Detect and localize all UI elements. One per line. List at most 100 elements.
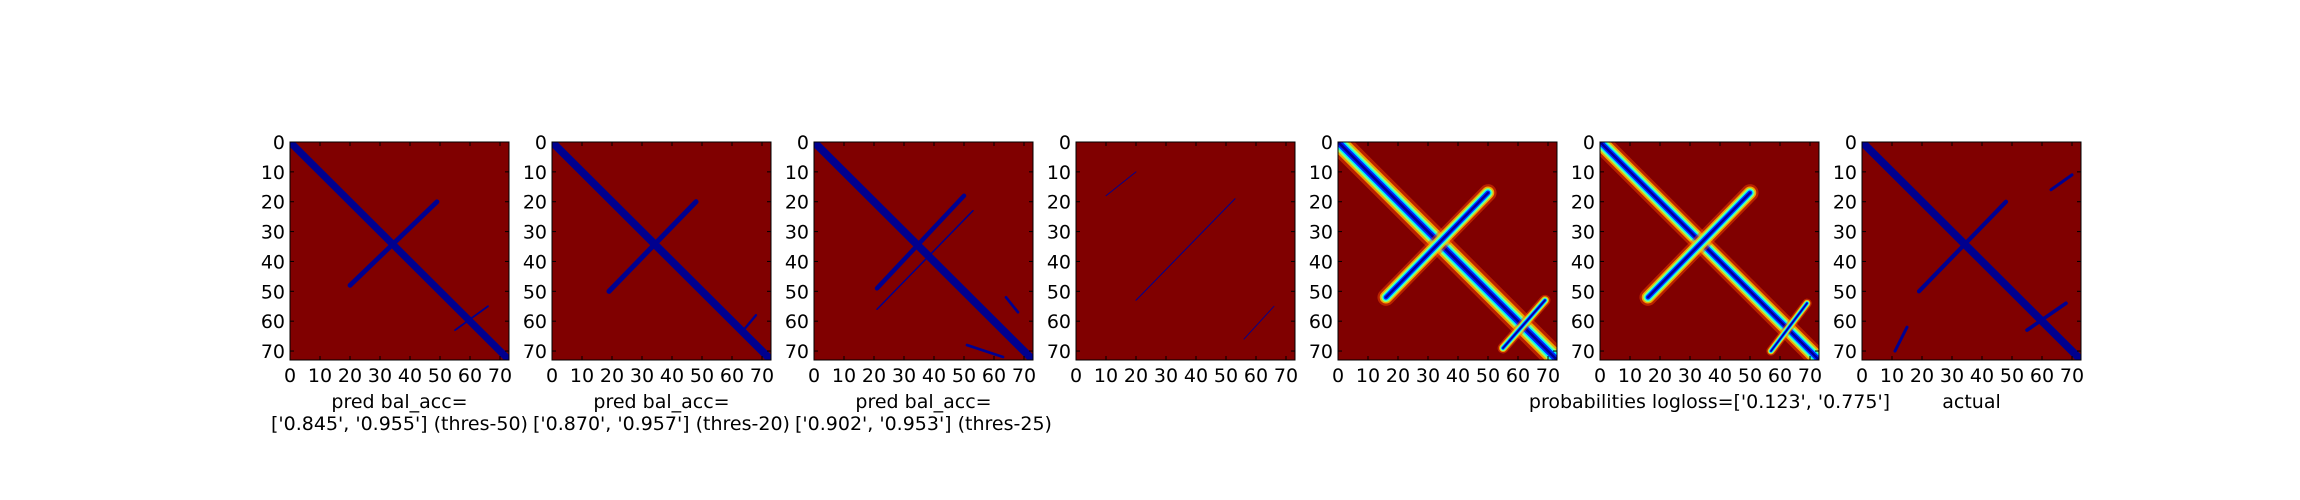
x-axis-label: actual [1942, 391, 2001, 413]
y-tick-label: 10 [1571, 162, 1595, 184]
x-tick-label: 40 [1708, 365, 1732, 387]
y-tick-label: 30 [1571, 222, 1595, 244]
y-tick-label: 70 [1309, 341, 1333, 363]
y-tick-label: 20 [1309, 192, 1333, 214]
x-tick-label: 0 [1856, 365, 1868, 387]
y-tick-label: 30 [785, 222, 809, 244]
x-tick-label: 60 [720, 365, 744, 387]
x-tick-label: 50 [428, 365, 452, 387]
contact-band-4 [1893, 325, 1909, 353]
x-tick-label: 40 [1970, 365, 1994, 387]
y-tick-label: 50 [1309, 281, 1333, 303]
y-tick-label: 30 [1309, 222, 1333, 244]
contact-band-2 [347, 199, 440, 288]
x-tick-label: 20 [1648, 365, 1672, 387]
x-axis-label: ['0.845', '0.955'] (thres-50) [271, 413, 528, 435]
x-tick-label: 10 [570, 365, 594, 387]
contact-band-3 [2049, 173, 2074, 192]
x-tick-label: 10 [1356, 365, 1380, 387]
y-tick-label: 70 [1833, 341, 1857, 363]
x-tick-label: 10 [1618, 365, 1642, 387]
heatmap-band-2-layer-6 [1647, 191, 1751, 299]
x-tick-label: 70 [1274, 365, 1298, 387]
y-tick-label: 20 [1571, 192, 1595, 214]
heatmap-band-3-layer-6 [1502, 299, 1546, 349]
y-tick-label: 60 [523, 311, 547, 333]
y-tick-label: 70 [785, 341, 809, 363]
x-tick-label: 60 [982, 365, 1006, 387]
y-tick-label: 60 [1833, 311, 1857, 333]
x-tick-label: 20 [1386, 365, 1410, 387]
y-tick-label: 60 [261, 311, 285, 333]
x-tick-label: 30 [1940, 365, 1964, 387]
x-tick-label: 70 [750, 365, 774, 387]
x-tick-label: 30 [368, 365, 392, 387]
y-tick-label: 0 [1845, 132, 1857, 154]
x-tick-label: 0 [546, 365, 558, 387]
y-tick-label: 70 [1047, 341, 1071, 363]
contact-band-1 [1862, 142, 2081, 360]
y-tick-label: 10 [1833, 162, 1857, 184]
x-tick-label: 10 [1880, 365, 1904, 387]
y-tick-label: 40 [1047, 251, 1071, 273]
x-tick-label: 50 [1214, 365, 1238, 387]
y-tick-label: 50 [1047, 281, 1071, 303]
y-tick-label: 70 [523, 341, 547, 363]
x-tick-label: 20 [338, 365, 362, 387]
x-tick-label: 70 [488, 365, 512, 387]
y-tick-label: 50 [785, 281, 809, 303]
y-tick-label: 70 [1571, 341, 1595, 363]
x-tick-label: 60 [1768, 365, 1792, 387]
x-tick-label: 40 [660, 365, 684, 387]
y-tick-label: 0 [1059, 132, 1071, 154]
y-tick-label: 0 [1321, 132, 1333, 154]
x-tick-label: 30 [630, 365, 654, 387]
x-tick-label: 30 [1154, 365, 1178, 387]
contact-band-5 [965, 343, 1005, 359]
axes-frame [1861, 141, 2082, 361]
x-tick-label: 0 [808, 365, 820, 387]
contact-band-3 [876, 209, 974, 310]
x-tick-label: 40 [398, 365, 422, 387]
contact-band-3 [1243, 305, 1275, 340]
x-axis-label: ['0.870', '0.957'] (thres-20) [533, 413, 790, 435]
y-tick-label: 50 [523, 281, 547, 303]
x-tick-label: 70 [1012, 365, 1036, 387]
contact-band-1 [290, 142, 509, 360]
contact-band-2 [874, 193, 967, 291]
x-tick-label: 20 [600, 365, 624, 387]
contact-band-5 [2025, 301, 2068, 332]
y-tick-label: 10 [261, 162, 285, 184]
x-tick-label: 70 [2060, 365, 2084, 387]
y-tick-label: 0 [535, 132, 547, 154]
y-tick-label: 60 [1309, 311, 1333, 333]
x-tick-label: 0 [1594, 365, 1606, 387]
contact-band-1 [552, 142, 771, 360]
y-tick-label: 40 [785, 251, 809, 273]
contact-band-3 [739, 314, 758, 335]
contact-band-2 [1105, 171, 1137, 197]
heatmap-panel-6: 0 10 20 30 40 50 60 70010203040506070probabilit… [1529, 132, 1890, 413]
contact-band-3 [454, 305, 489, 332]
x-tick-label: 10 [308, 365, 332, 387]
x-tick-label: 0 [1332, 365, 1344, 387]
y-tick-label: 20 [1047, 192, 1071, 214]
x-tick-label: 30 [892, 365, 916, 387]
y-tick-label: 60 [1047, 311, 1071, 333]
contact-band-1 [814, 142, 1033, 360]
y-tick-label: 40 [1571, 251, 1595, 273]
x-tick-label: 30 [1678, 365, 1702, 387]
x-tick-label: 50 [952, 365, 976, 387]
y-tick-label: 70 [261, 341, 285, 363]
y-tick-label: 20 [261, 192, 285, 214]
x-tick-label: 10 [1094, 365, 1118, 387]
x-tick-label: 20 [1910, 365, 1934, 387]
x-tick-label: 70 [1536, 365, 1560, 387]
x-axis-label: ['0.902', '0.953'] (thres-25) [795, 413, 1052, 435]
y-tick-label: 20 [785, 192, 809, 214]
contact-band-4 [1004, 295, 1020, 314]
